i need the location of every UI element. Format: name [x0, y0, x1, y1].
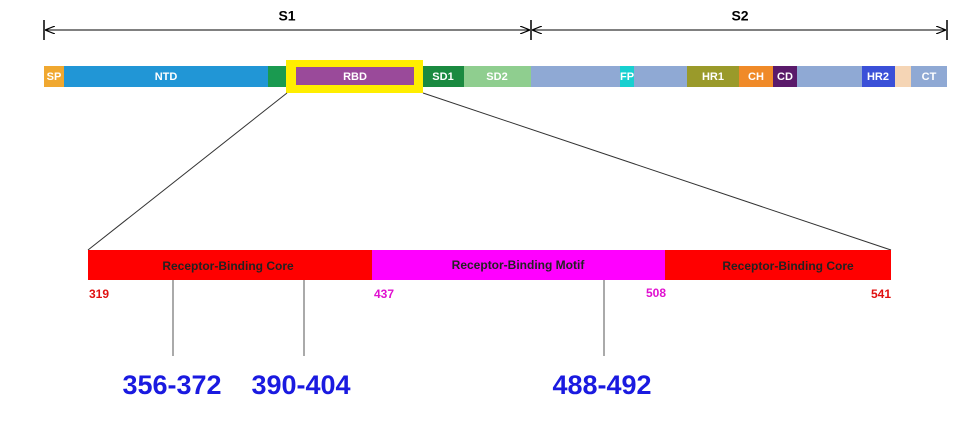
position-label: 541: [871, 287, 891, 301]
domain-label: CD: [777, 71, 793, 83]
epitope-label: 488-492: [552, 370, 651, 400]
epitope-label: 390-404: [251, 370, 350, 400]
region-label: S1: [278, 8, 295, 24]
epitope-lines: [172, 280, 605, 356]
position-label: 508: [646, 286, 666, 300]
domain-label: FP: [620, 71, 634, 83]
domain-label: NTD: [155, 71, 178, 83]
domain-bar: [44, 60, 947, 93]
domain-label: SD1: [432, 71, 453, 83]
region-label: S2: [731, 8, 748, 24]
epitope-label: 356-372: [122, 370, 221, 400]
zoom-lines: [87, 92, 892, 251]
position-label: 437: [374, 287, 394, 301]
domain-label: SD2: [486, 71, 507, 83]
domain-label: CT: [922, 71, 937, 83]
region-arrows: [43, 20, 948, 40]
rbd-detail-bar: [88, 250, 891, 280]
segment-label: Receptor-Binding Core: [722, 259, 854, 273]
segment-label: Receptor-Binding Core: [162, 259, 294, 273]
domain-label: RBD: [343, 71, 367, 83]
domain-label: HR1: [702, 71, 724, 83]
domain-label: CH: [748, 71, 764, 83]
segment-label: Receptor-Binding Motif: [452, 258, 586, 272]
domain-label: HR2: [867, 71, 889, 83]
position-label: 319: [89, 287, 109, 301]
domain-label: SP: [47, 71, 62, 83]
